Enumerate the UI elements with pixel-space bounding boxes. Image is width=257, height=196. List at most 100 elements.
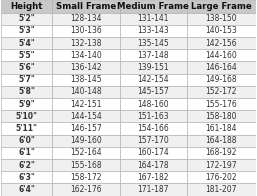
Bar	[52, 98, 120, 110]
Bar	[120, 171, 187, 183]
Text: 152-164: 152-164	[70, 148, 102, 157]
Text: Large Frame: Large Frame	[191, 2, 252, 11]
Bar	[120, 86, 187, 98]
Bar	[1, 98, 52, 110]
Text: 151-163: 151-163	[137, 112, 169, 121]
Text: 146-164: 146-164	[206, 63, 237, 72]
Text: 168-192: 168-192	[206, 148, 237, 157]
Bar	[120, 25, 187, 37]
Text: 140-153: 140-153	[206, 26, 237, 35]
Bar	[187, 86, 256, 98]
Bar	[120, 61, 187, 74]
Text: 160-174: 160-174	[137, 148, 169, 157]
Bar	[120, 49, 187, 61]
Bar	[187, 135, 256, 147]
Bar	[120, 159, 187, 171]
Text: Small Frame: Small Frame	[56, 2, 116, 11]
Bar	[187, 98, 256, 110]
Bar	[52, 61, 120, 74]
Bar	[187, 25, 256, 37]
Text: 145-157: 145-157	[137, 87, 169, 96]
Bar	[120, 147, 187, 159]
Text: 6'0": 6'0"	[18, 136, 35, 145]
Text: 136-142: 136-142	[70, 63, 102, 72]
Bar	[120, 13, 187, 25]
Text: 5'4": 5'4"	[18, 39, 35, 48]
Bar	[52, 13, 120, 25]
Text: 5'2": 5'2"	[18, 14, 35, 23]
Bar	[187, 0, 256, 13]
Bar	[120, 183, 187, 196]
Text: 157-170: 157-170	[137, 136, 169, 145]
Text: 149-160: 149-160	[70, 136, 102, 145]
Bar	[187, 49, 256, 61]
Bar	[52, 135, 120, 147]
Text: 5'5": 5'5"	[19, 51, 35, 60]
Bar	[1, 159, 52, 171]
Text: 155-168: 155-168	[70, 161, 102, 170]
Bar	[52, 110, 120, 122]
Bar	[1, 171, 52, 183]
Bar	[1, 122, 52, 135]
Text: 5'8": 5'8"	[18, 87, 35, 96]
Bar	[187, 147, 256, 159]
Text: 5'7": 5'7"	[18, 75, 35, 84]
Text: 142-151: 142-151	[70, 100, 102, 109]
Bar	[1, 25, 52, 37]
Bar	[120, 37, 187, 49]
Bar	[52, 49, 120, 61]
Text: 164-178: 164-178	[137, 161, 169, 170]
Text: Height: Height	[11, 2, 43, 11]
Text: 181-207: 181-207	[206, 185, 237, 194]
Text: 140-148: 140-148	[70, 87, 102, 96]
Bar	[1, 61, 52, 74]
Text: 138-145: 138-145	[70, 75, 102, 84]
Text: 5'11": 5'11"	[16, 124, 38, 133]
Bar	[120, 74, 187, 86]
Text: 135-145: 135-145	[137, 39, 169, 48]
Text: 164-188: 164-188	[206, 136, 237, 145]
Text: 148-160: 148-160	[137, 100, 169, 109]
Bar	[120, 122, 187, 135]
Text: 171-187: 171-187	[137, 185, 169, 194]
Text: 154-166: 154-166	[137, 124, 169, 133]
Text: 144-160: 144-160	[206, 51, 237, 60]
Text: 158-180: 158-180	[206, 112, 237, 121]
Text: 142-156: 142-156	[206, 39, 237, 48]
Bar	[52, 122, 120, 135]
Bar	[52, 171, 120, 183]
Bar	[1, 13, 52, 25]
Bar	[1, 183, 52, 196]
Bar	[187, 159, 256, 171]
Bar	[52, 86, 120, 98]
Bar	[52, 183, 120, 196]
Text: 130-136: 130-136	[70, 26, 102, 35]
Text: 131-141: 131-141	[137, 14, 169, 23]
Text: 152-172: 152-172	[206, 87, 237, 96]
Text: 6'2": 6'2"	[18, 161, 35, 170]
Bar	[187, 122, 256, 135]
Bar	[187, 74, 256, 86]
Text: 134-140: 134-140	[70, 51, 102, 60]
Bar	[1, 135, 52, 147]
Text: 6'4": 6'4"	[18, 185, 35, 194]
Bar	[1, 74, 52, 86]
Text: 139-151: 139-151	[137, 63, 169, 72]
Bar	[52, 25, 120, 37]
Bar	[1, 49, 52, 61]
Bar	[187, 61, 256, 74]
Text: 155-176: 155-176	[206, 100, 237, 109]
Bar	[187, 13, 256, 25]
Text: 137-148: 137-148	[137, 51, 169, 60]
Text: 6'1": 6'1"	[18, 148, 35, 157]
Text: 132-138: 132-138	[70, 39, 102, 48]
Text: 6'3": 6'3"	[18, 173, 35, 182]
Text: 162-176: 162-176	[70, 185, 102, 194]
Bar	[52, 159, 120, 171]
Bar	[120, 98, 187, 110]
Bar	[52, 37, 120, 49]
Bar	[1, 147, 52, 159]
Bar	[1, 110, 52, 122]
Text: 146-157: 146-157	[70, 124, 102, 133]
Text: 133-143: 133-143	[137, 26, 169, 35]
